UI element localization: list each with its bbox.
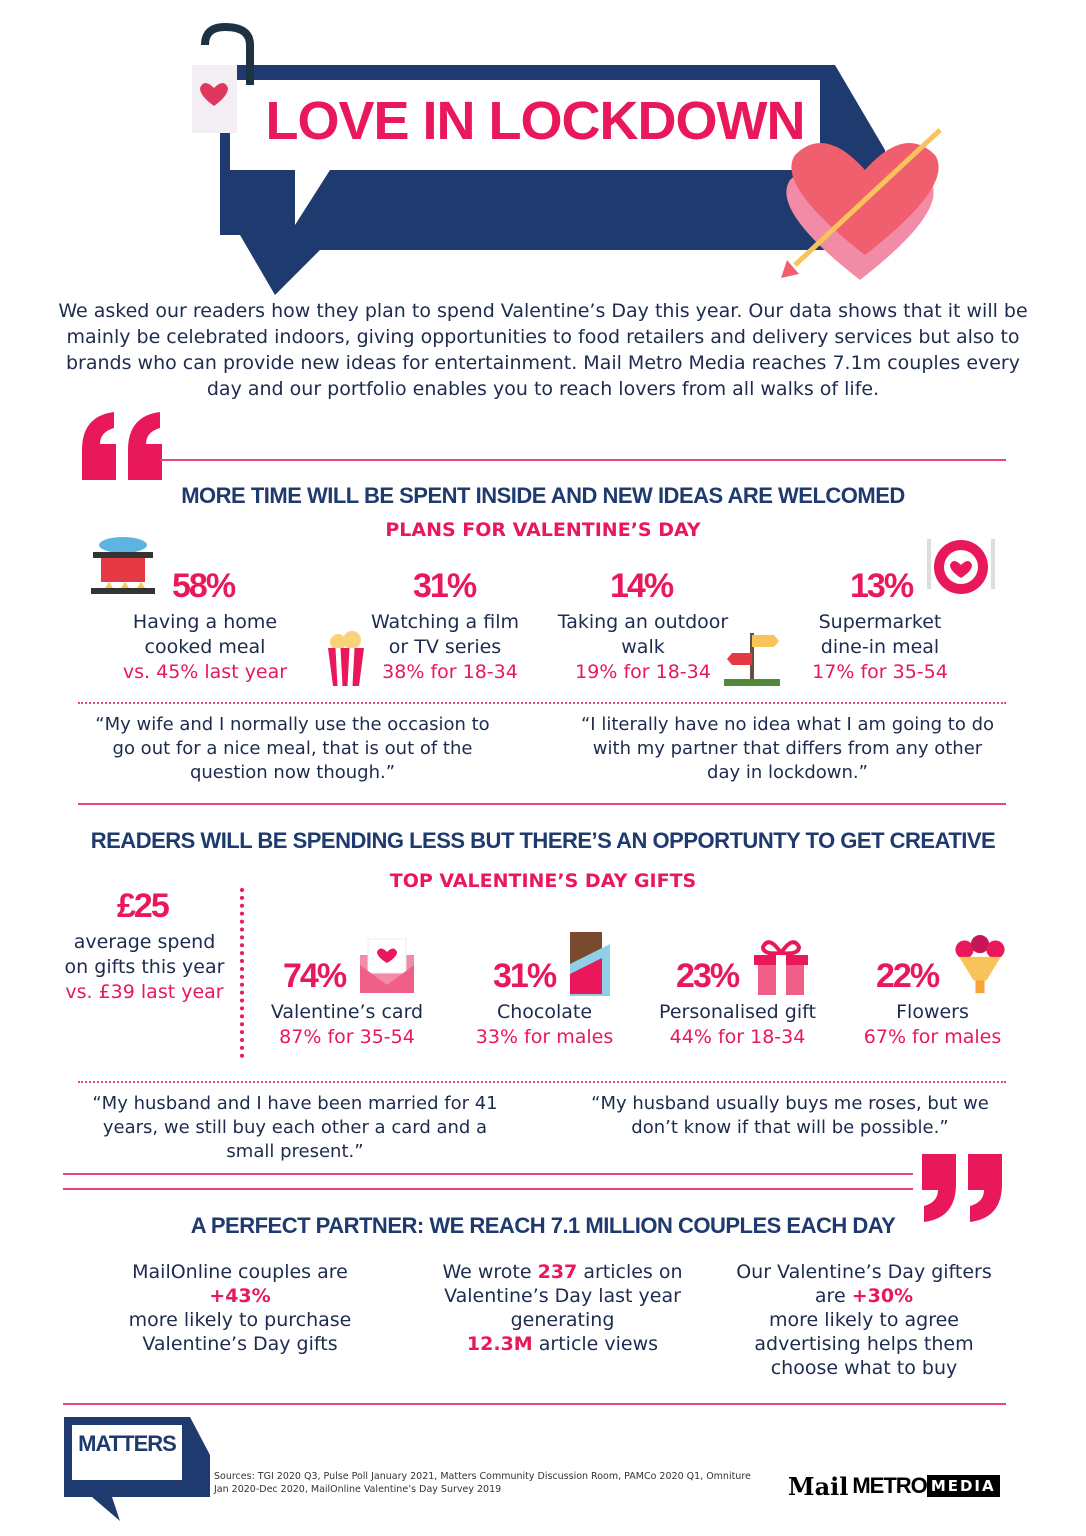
section3-heading: A PERFECT PARTNER: WE REACH 7.1 MILLION … (190, 1213, 896, 1238)
stat-value: 13% (850, 567, 914, 605)
plate-heart-icon (927, 539, 995, 594)
dotted-divider (78, 1081, 1006, 1083)
flowers-icon (955, 935, 1005, 994)
gift-card: Valentine’s card 87% for 35-54 (270, 1001, 424, 1048)
dotted-divider (78, 702, 1006, 704)
stat-walk: Taking an outdoor walk 19% for 18-34 (557, 611, 729, 683)
signpost-icon (724, 633, 780, 686)
gift-personalised: Personalised gift 44% for 18-34 (659, 1001, 816, 1048)
gift-flowers: Flowers 67% for males (863, 1001, 1002, 1048)
section2-subheading: TOP VALENTINE’S DAY GIFTS (389, 870, 697, 892)
gift-chocolate: Chocolate 33% for males (475, 1001, 614, 1048)
stat-dine-in: Supermarket dine-in meal 17% for 35-54 (812, 611, 948, 683)
hearts-arrow-icon (781, 128, 942, 280)
gift-icon (754, 940, 808, 995)
matters-logo (64, 1417, 210, 1521)
divider (63, 1403, 1006, 1405)
matters-logo-text: MATTERS (78, 1431, 177, 1456)
gift-value: 31% (493, 957, 557, 995)
open-quote-icon (82, 412, 162, 480)
intro-text: We asked our readers how they plan to sp… (58, 300, 1028, 400)
quote: “My husband and I have been married for … (92, 1093, 498, 1162)
envelope-heart-icon (360, 938, 414, 993)
close-quote-icon (922, 1154, 1002, 1222)
spend-stat: average spend on gifts this year vs. £39 … (64, 931, 225, 1003)
reach-stat-advertising: Our Valentine’s Day gifters are +30% more… (736, 1261, 992, 1379)
section2-heading: READERS WILL BE SPENDING LESS BUT THERE’… (90, 828, 996, 853)
stat-home-meal: Having a home cooked meal vs. 45% last yea… (122, 611, 288, 683)
reach-stat-purchase: MailOnline couples are +43% more likely to… (128, 1261, 352, 1355)
stat-value: 58% (172, 567, 236, 605)
stat-value: 31% (413, 567, 477, 605)
divider (78, 803, 1006, 805)
divider (63, 1173, 913, 1175)
quote: “I literally have no idea what I am goin… (580, 714, 995, 783)
divider (63, 1188, 913, 1190)
section1-heading: MORE TIME WILL BE SPENT INSIDE AND NEW I… (181, 483, 905, 508)
quote: “My husband usually buys me roses, but w… (591, 1093, 989, 1138)
title-speech-bubble (192, 22, 942, 295)
stat-film: Watching a film or TV series 38% for 18-34 (370, 611, 519, 683)
section1-subheading: PLANS FOR VALENTINE’S DAY (385, 519, 701, 541)
mail-metro-media-logo: Mail METRO MEDIA (788, 1472, 1000, 1501)
divider (160, 459, 1006, 461)
cooking-pot-icon (91, 537, 155, 594)
sources: Sources: TGI 2020 Q3, Pulse Poll January… (214, 1471, 751, 1495)
page-title: LOVE IN LOCKDOWN (265, 91, 806, 151)
gift-value: 74% (283, 957, 347, 995)
gift-value: 23% (676, 957, 740, 995)
spend-value: £25 (117, 887, 170, 925)
popcorn-icon (328, 631, 364, 687)
reach-stat-articles: We wrote 237 articles on Valentine’s Day… (442, 1261, 683, 1355)
gift-value: 22% (876, 957, 940, 995)
quote: “My wife and I normally use the occasion… (95, 714, 490, 783)
chocolate-icon (570, 932, 610, 996)
stat-value: 14% (610, 567, 674, 605)
dotted-separator (240, 888, 244, 1058)
